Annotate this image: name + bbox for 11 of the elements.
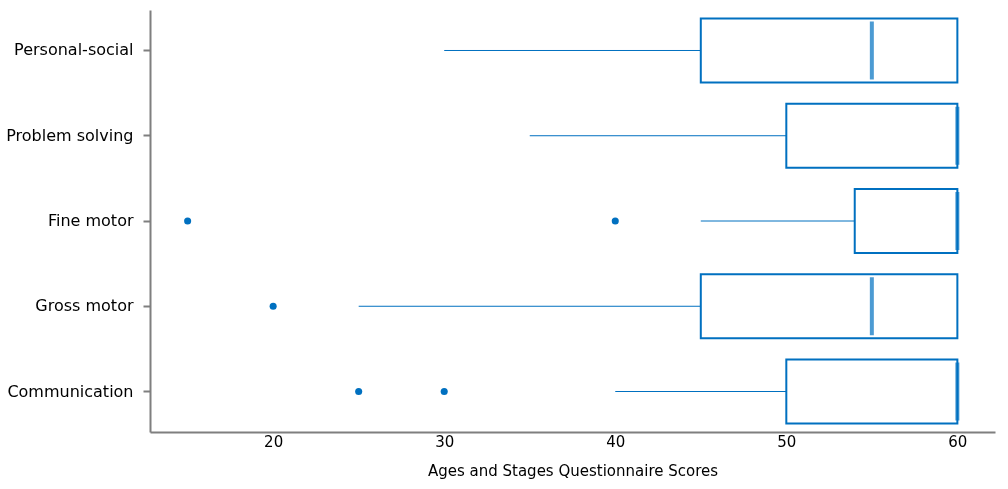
y-tick-label: Fine motor xyxy=(47,211,134,230)
y-tick-label: Gross motor xyxy=(35,296,134,316)
x-tick-label: 30 xyxy=(435,432,455,451)
y-tick-label: Communication xyxy=(7,381,134,401)
x-tick-label: 40 xyxy=(606,432,626,451)
x-tick-label: 50 xyxy=(777,432,797,451)
x-tick-label: 60 xyxy=(948,432,968,451)
y-tick-label: Problem solving xyxy=(6,125,134,145)
x-axis-title: Ages and Stages Questionnaire Scores xyxy=(427,461,719,480)
x-tick-label: 20 xyxy=(264,432,284,451)
y-tick-label: Personal-social xyxy=(14,40,134,60)
